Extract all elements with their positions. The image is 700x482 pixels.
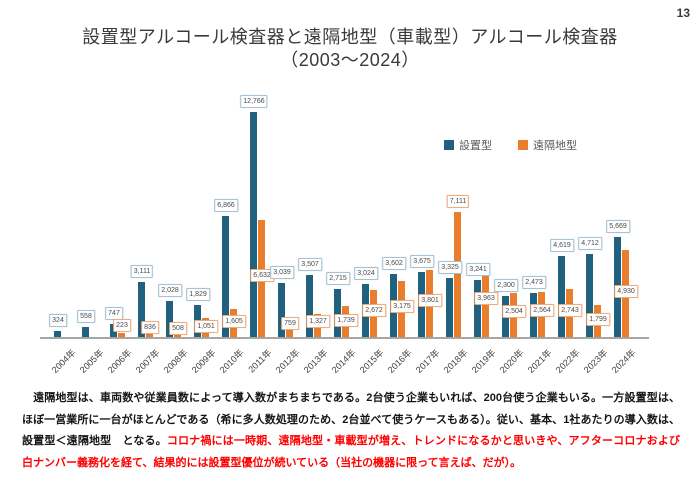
legend-swatch-installed bbox=[444, 140, 454, 150]
x-axis-tick-2022年: 2022年 bbox=[553, 347, 582, 376]
data-label-installed-2011年: 12,766 bbox=[240, 95, 268, 108]
x-axis-tick-2016年: 2016年 bbox=[385, 347, 414, 376]
bar-remote-2012年 bbox=[286, 323, 293, 337]
data-label-remote-2012年: 759 bbox=[281, 317, 299, 331]
bar-installed-2019年 bbox=[474, 279, 481, 337]
commentary-red-text: コロナ禍には一時期、遠隔地型・車載型が増え、トレンドになるかと思いきや、アフター… bbox=[22, 435, 681, 469]
data-label-installed-2020年: 2,300 bbox=[494, 279, 518, 293]
data-label-remote-2010年: 1,605 bbox=[222, 315, 246, 329]
data-label-installed-2005年: 558 bbox=[77, 310, 95, 324]
data-label-remote-2023年: 1,799 bbox=[586, 312, 610, 326]
bar-chart-plot-area: 324 2004年 558 2005年 747 223 2006年 3,111 836 2007年… bbox=[44, 92, 646, 375]
data-label-remote-2019年: 3,963 bbox=[474, 291, 498, 305]
data-label-installed-2023年: 4,712 bbox=[578, 236, 602, 250]
x-axis-tick-2023年: 2023年 bbox=[581, 347, 610, 376]
data-label-remote-2009年: 1,051 bbox=[194, 319, 218, 333]
data-label-remote-2024年: 4,930 bbox=[614, 284, 638, 298]
legend-swatch-remote bbox=[518, 140, 528, 150]
data-label-remote-2017年: 3,801 bbox=[418, 293, 442, 307]
bar-installed-2023年 bbox=[586, 253, 593, 337]
bar-installed-2014年 bbox=[334, 289, 341, 337]
data-label-installed-2013年: 3,507 bbox=[298, 258, 322, 272]
data-label-remote-2015年: 2,672 bbox=[362, 304, 386, 318]
x-axis-tick-2020年: 2020年 bbox=[497, 347, 526, 376]
data-label-installed-2009年: 1,829 bbox=[186, 287, 210, 301]
x-axis-tick-2012年: 2012年 bbox=[273, 347, 302, 376]
data-label-installed-2024年: 5,669 bbox=[606, 220, 630, 234]
bar-installed-2007年 bbox=[138, 282, 145, 337]
data-label-installed-2012年: 3,039 bbox=[270, 266, 294, 280]
x-axis-tick-2017年: 2017年 bbox=[413, 347, 442, 376]
x-axis-tick-2021年: 2021年 bbox=[525, 347, 554, 376]
data-label-remote-2021年: 2,564 bbox=[530, 304, 554, 318]
x-axis-tick-2014年: 2014年 bbox=[329, 347, 358, 376]
x-axis-tick-2007年: 2007年 bbox=[133, 347, 162, 376]
data-label-remote-2016年: 3,175 bbox=[390, 299, 414, 313]
data-label-installed-2021年: 2,473 bbox=[522, 276, 546, 290]
data-label-remote-2018年: 7,111 bbox=[446, 195, 470, 209]
legend-item-installed: 設置型 bbox=[444, 137, 492, 153]
legend-item-remote: 遠隔地型 bbox=[518, 137, 577, 153]
data-label-remote-2006年: 223 bbox=[113, 318, 131, 332]
data-label-remote-2022年: 2,743 bbox=[558, 304, 582, 318]
data-label-remote-2007年: 836 bbox=[141, 320, 159, 334]
x-axis-tick-2024年: 2024年 bbox=[609, 347, 638, 376]
data-label-installed-2008年: 2,028 bbox=[158, 284, 182, 298]
x-axis-tick-2005年: 2005年 bbox=[77, 347, 106, 376]
x-axis-tick-2010年: 2010年 bbox=[217, 347, 246, 376]
x-axis-tick-2018年: 2018年 bbox=[441, 347, 470, 376]
data-label-installed-2022年: 4,619 bbox=[550, 238, 574, 252]
x-axis-line bbox=[40, 337, 649, 339]
bar-installed-2008年 bbox=[166, 301, 173, 337]
data-label-installed-2004年: 324 bbox=[49, 314, 67, 328]
commentary-text: 遠隔地型は、車両数や従業員数によって導入数がまちまちである。2台使う企業もいれば… bbox=[22, 388, 680, 474]
data-label-installed-2010年: 6,866 bbox=[214, 199, 238, 212]
data-label-installed-2017年: 3,675 bbox=[410, 255, 434, 269]
x-axis-tick-2009年: 2009年 bbox=[189, 347, 218, 376]
bar-remote-2006年 bbox=[118, 333, 125, 337]
chart-title-line1: 設置型アルコール検査器と遠隔地型（車載型）アルコール検査器 bbox=[82, 27, 618, 47]
page-number: 13 bbox=[676, 6, 690, 20]
bar-installed-2011年 bbox=[250, 112, 257, 337]
data-label-remote-2014年: 1,739 bbox=[334, 313, 358, 327]
x-axis-tick-2019年: 2019年 bbox=[469, 347, 498, 376]
bar-installed-2004年 bbox=[54, 331, 61, 337]
bar-installed-2013年 bbox=[306, 275, 313, 337]
legend-label-installed: 設置型 bbox=[459, 140, 492, 152]
data-label-installed-2007年: 3,111 bbox=[130, 265, 154, 279]
x-axis-tick-2013年: 2013年 bbox=[301, 347, 330, 376]
x-axis-tick-2004年: 2004年 bbox=[49, 347, 78, 376]
bar-installed-2012年 bbox=[278, 283, 285, 337]
bar-installed-2010年 bbox=[222, 216, 229, 337]
chart-title-line2: （2003～2024） bbox=[280, 50, 420, 70]
bar-installed-2022年 bbox=[558, 255, 565, 337]
chart-title: 設置型アルコール検査器と遠隔地型（車載型）アルコール検査器 （2003～2024… bbox=[0, 26, 700, 72]
x-axis-tick-2006年: 2006年 bbox=[105, 347, 134, 376]
bar-installed-2018年 bbox=[446, 278, 453, 337]
x-axis-tick-2015年: 2015年 bbox=[357, 347, 386, 376]
legend-label-remote: 遠隔地型 bbox=[533, 140, 577, 152]
bar-installed-2005年 bbox=[82, 327, 89, 337]
x-axis-tick-2011年: 2011年 bbox=[246, 347, 274, 375]
data-label-installed-2015年: 3,024 bbox=[354, 266, 378, 280]
data-label-installed-2018年: 3,325 bbox=[438, 261, 462, 275]
data-label-remote-2020年: 2,504 bbox=[502, 305, 526, 319]
chart-legend: 設置型 遠隔地型 bbox=[444, 137, 577, 153]
data-label-installed-2016年: 3,602 bbox=[382, 256, 406, 270]
x-axis-tick-2008年: 2008年 bbox=[161, 347, 190, 376]
commentary-black-text: 遠隔地型は、車両数や従業員数によって導入数がまちまちである。2台使う企業もいれば… bbox=[22, 392, 680, 447]
data-label-remote-2013年: 1,327 bbox=[306, 315, 330, 329]
data-label-installed-2019年: 3,241 bbox=[466, 262, 490, 276]
data-label-remote-2008年: 508 bbox=[169, 321, 187, 335]
data-label-installed-2014年: 2,715 bbox=[326, 272, 350, 286]
